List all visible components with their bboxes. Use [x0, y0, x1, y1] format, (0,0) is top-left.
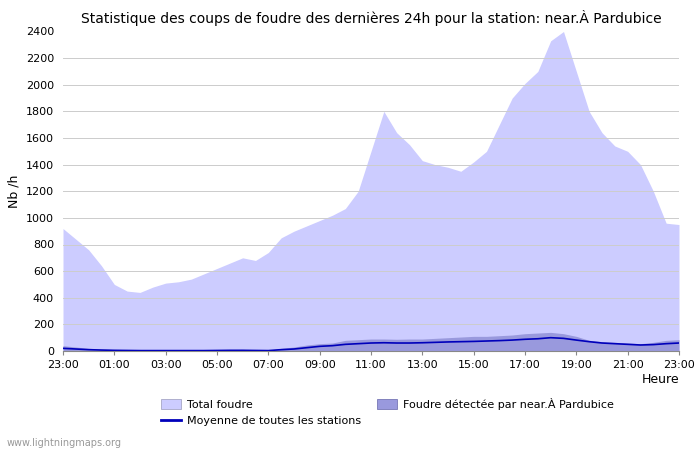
- Text: www.lightningmaps.org: www.lightningmaps.org: [7, 438, 122, 448]
- Text: Heure: Heure: [641, 374, 679, 387]
- Legend: Total foudre, Moyenne de toutes les stations, Foudre détectée par near.À Pardubi: Total foudre, Moyenne de toutes les stat…: [161, 398, 614, 427]
- Title: Statistique des coups de foudre des dernières 24h pour la station: near.À Pardub: Statistique des coups de foudre des dern…: [80, 10, 662, 26]
- Y-axis label: Nb /h: Nb /h: [7, 175, 20, 208]
